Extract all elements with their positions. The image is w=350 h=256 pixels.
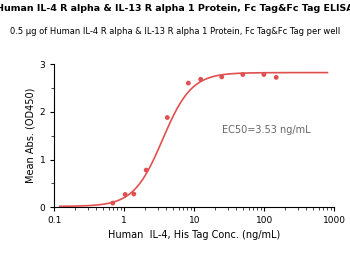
Point: [164, 115, 170, 120]
Point: [110, 201, 116, 205]
Point: [240, 72, 246, 77]
Point: [219, 75, 225, 79]
Point: [261, 72, 267, 77]
X-axis label: Human  IL-4, His Tag Conc. (ng/mL): Human IL-4, His Tag Conc. (ng/mL): [108, 230, 280, 240]
Point: [273, 75, 279, 79]
Text: 0.5 μg of Human IL-4 R alpha & IL-13 R alpha 1 Protein, Fc Tag&Fc Tag per well: 0.5 μg of Human IL-4 R alpha & IL-13 R a…: [10, 27, 340, 36]
Text: EC50=3.53 ng/mL: EC50=3.53 ng/mL: [222, 125, 311, 135]
Y-axis label: Mean Abs. (OD450): Mean Abs. (OD450): [25, 88, 35, 183]
Point: [144, 168, 149, 172]
Point: [131, 192, 136, 196]
Text: Human IL-4 R alpha & IL-13 R alpha 1 Protein, Fc Tag&Fc Tag ELISA: Human IL-4 R alpha & IL-13 R alpha 1 Pro…: [0, 4, 350, 13]
Point: [122, 193, 128, 197]
Point: [186, 81, 191, 85]
Point: [198, 77, 203, 81]
